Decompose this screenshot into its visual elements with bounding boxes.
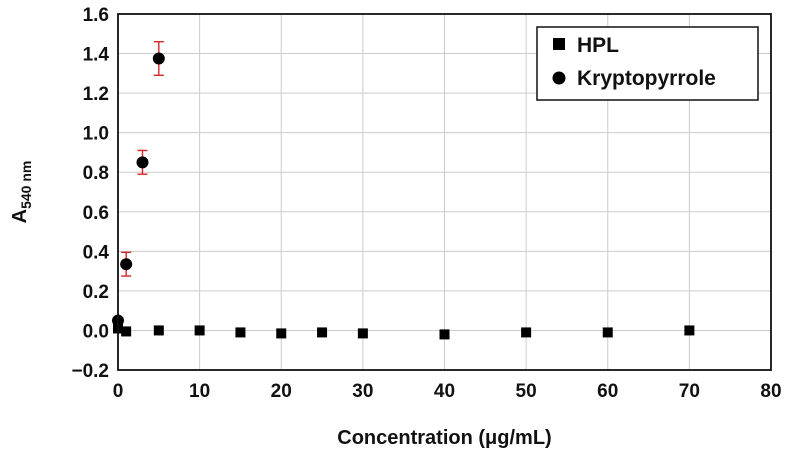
x-tick-label: 50: [516, 381, 537, 402]
y-axis-title: A540 nm: [9, 161, 34, 224]
hpl-point: [439, 329, 450, 340]
kryptopyrrole-point: [120, 258, 133, 271]
y-tick-label: −0.2: [71, 361, 109, 382]
plot-frame: [117, 13, 772, 371]
hpl-point: [602, 327, 613, 338]
y-tick-label: 0.6: [83, 203, 109, 224]
hpl-point: [357, 328, 368, 339]
legend-marker-kryptopyrrole: [552, 71, 566, 85]
hpl-point: [235, 327, 246, 338]
x-tick-label: 20: [271, 381, 292, 402]
hpl-point: [276, 328, 287, 339]
legend-label-hpl: HPL: [577, 34, 619, 57]
legend-marker-hpl: [553, 38, 565, 50]
hpl-point: [194, 325, 205, 336]
data-layer: [112, 40, 695, 340]
legend: HPL Kryptopyrrole: [536, 26, 759, 101]
y-tick-label: 0.8: [83, 163, 109, 184]
x-tick-label: 0: [113, 381, 124, 402]
legend-label-kryptopyrrole: Kryptopyrrole: [577, 67, 716, 90]
hpl-point: [121, 326, 132, 337]
y-tick-label: 1.6: [83, 5, 109, 26]
y-axis-title-main: A: [9, 209, 31, 223]
hpl-point: [153, 325, 164, 336]
y-tick-label: 0.4: [83, 242, 110, 263]
kryptopyrrole-point: [136, 156, 149, 169]
x-tick-label: 70: [679, 381, 700, 402]
x-tick-label: 40: [434, 381, 455, 402]
x-tick-label: 30: [352, 381, 373, 402]
y-tick-label: 1.4: [83, 45, 110, 66]
x-tick-label: 10: [189, 381, 210, 402]
y-tick-label: 0.0: [83, 321, 109, 342]
hpl-point: [521, 327, 532, 338]
y-tick-label: 1.0: [83, 124, 109, 145]
y-tick-label: 0.2: [83, 282, 109, 303]
x-tick-label: 60: [597, 381, 618, 402]
tick-labels: 0 10 20 30 40 50 60 70 80 −0.2 0.0 0.2 0.4 0.6 0.8 1.0 1…: [71, 5, 781, 402]
grid-lines: [117, 13, 772, 371]
hpl-point: [317, 327, 328, 338]
kryptopyrrole-point: [152, 52, 165, 65]
y-tick-label: 1.2: [83, 84, 109, 105]
y-axis-title-subscript: 540 nm: [18, 161, 34, 209]
legend-box: [536, 26, 759, 101]
x-axis-title: Concentration (μg/mL): [337, 427, 551, 449]
x-tick-label: 80: [760, 381, 781, 402]
hpl-point: [684, 325, 695, 336]
